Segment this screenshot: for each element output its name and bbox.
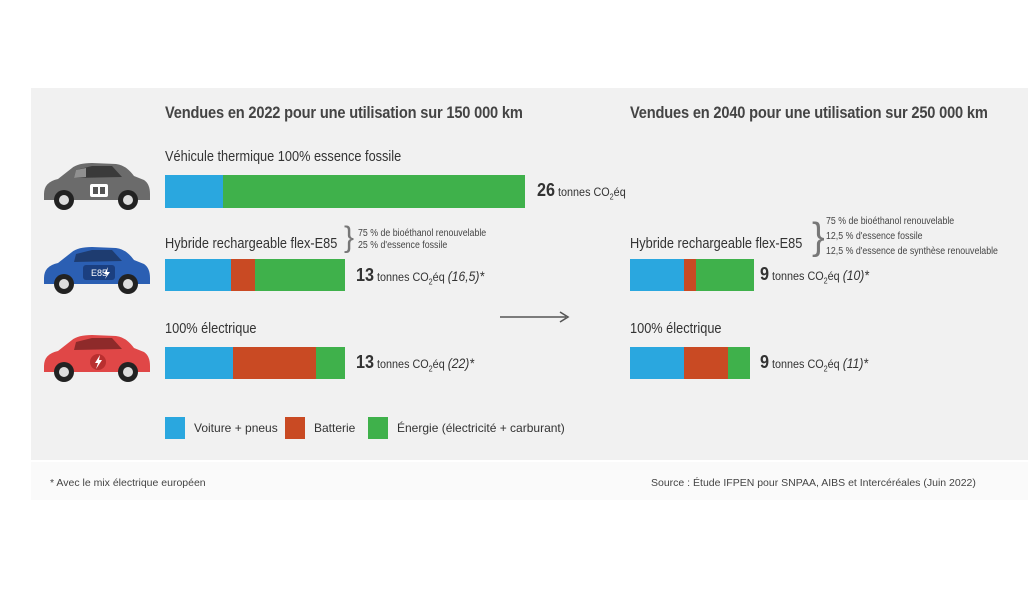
bar-segment-batterie xyxy=(684,347,728,379)
legend-label-energie: Énergie (électricité + carburant) xyxy=(397,421,565,435)
unit-sub: 2 xyxy=(823,276,828,286)
legend-voiture: Voiture + pneus xyxy=(165,417,278,439)
unit-suffix: éq xyxy=(827,269,840,283)
fuel-note-2022-bioethanol: 75 % de bioéthanol renouvelable xyxy=(358,228,487,239)
e85-badge: E85 xyxy=(91,268,107,278)
value-2040-electrique: 9 tonnes CO2éq (11)* xyxy=(760,352,868,373)
right-arrow-icon xyxy=(500,311,570,323)
unit-suffix: éq xyxy=(613,185,626,199)
fuel-note-2022-fossil: 25 % d'essence fossile xyxy=(358,240,448,251)
fuel-note-2040-bioethanol: 75 % de bioéthanol renouvelable xyxy=(826,216,955,227)
fuel-note-2040-fossil: 12,5 % d'essence fossile xyxy=(826,231,923,242)
unit-text: tonnes CO xyxy=(772,357,824,371)
legend-batterie: Batterie xyxy=(285,417,355,439)
bar-segment-voiture xyxy=(165,175,223,208)
label-hybride-2022: Hybride rechargeable flex-E85 xyxy=(165,236,338,252)
footnote: * Avec le mix électrique européen xyxy=(50,477,206,489)
unit-suffix: éq xyxy=(827,357,840,371)
brace-2022: } xyxy=(344,221,355,254)
total-2040-electrique: 9 xyxy=(760,352,770,372)
fuel-note-2022: 75 % de bioéthanol renouvelable 25 % d'e… xyxy=(358,228,486,252)
label-thermique: Véhicule thermique 100% essence fossile xyxy=(165,149,402,165)
label-electrique-2022: 100% électrique xyxy=(165,321,257,337)
note-2022-electrique: (22)* xyxy=(447,356,475,371)
bar-segment-batterie xyxy=(231,259,255,291)
total-2022-electrique: 13 xyxy=(356,352,375,372)
bar-segment-energie xyxy=(728,347,750,379)
bar-2022-thermique xyxy=(165,175,525,208)
brace-2040: } xyxy=(812,216,825,258)
value-2022-hybride: 13 tonnes CO2éq (16,5)* xyxy=(356,265,484,286)
value-2040-hybride: 9 tonnes CO2éq (10)* xyxy=(760,264,869,285)
bar-segment-energie xyxy=(223,175,525,208)
value-2022-thermique: 26 tonnes CO2éq xyxy=(537,180,626,201)
bar-segment-energie xyxy=(316,347,345,379)
legend-swatch-batterie xyxy=(285,417,305,439)
bar-segment-voiture xyxy=(165,259,231,291)
unit-suffix: éq xyxy=(432,357,445,371)
legend-swatch-voiture xyxy=(165,417,185,439)
chart-2040-title: Vendues en 2040 pour une utilisation sur… xyxy=(630,103,988,122)
label-hybride-2040: Hybride rechargeable flex-E85 xyxy=(630,236,803,252)
bar-2022-hybride xyxy=(165,259,345,291)
legend-label-batterie: Batterie xyxy=(314,421,356,435)
blue-e85-hybrid-car-icon: E85 xyxy=(44,247,150,294)
red-electric-car-icon xyxy=(44,335,150,382)
unit-sub: 2 xyxy=(823,364,828,374)
unit-suffix: éq xyxy=(432,270,445,284)
legend-energie: Énergie (électricité + carburant) xyxy=(368,417,565,439)
unit-sub: 2 xyxy=(428,364,433,374)
bar-2022-electrique xyxy=(165,347,345,379)
footer-band xyxy=(31,462,1028,500)
total-2040-hybride: 9 xyxy=(760,264,770,284)
bar-segment-batterie xyxy=(233,347,316,379)
bar-2040-electrique xyxy=(630,347,750,379)
bar-segment-energie xyxy=(696,259,754,291)
bar-segment-energie xyxy=(255,259,345,291)
unit-text: tonnes CO xyxy=(377,357,429,371)
unit-text: tonnes CO xyxy=(377,270,429,284)
unit-sub: 2 xyxy=(609,192,614,202)
total-2022-hybride: 13 xyxy=(356,265,375,285)
label-electrique-2040: 100% électrique xyxy=(630,321,722,337)
bar-segment-voiture xyxy=(630,347,684,379)
unit-sub: 2 xyxy=(428,277,433,287)
chart-2022-title: Vendues en 2022 pour une utilisation sur… xyxy=(165,103,523,122)
source: Source : Étude IFPEN pour SNPAA, AIBS et… xyxy=(651,477,976,489)
fuel-note-2040-synthetic: 12,5 % d'essence de synthèse renouvelabl… xyxy=(826,246,998,257)
bar-segment-batterie xyxy=(684,259,696,291)
fuel-note-2040: 75 % de bioéthanol renouvelable 12,5 % d… xyxy=(826,214,998,259)
legend-swatch-energie xyxy=(368,417,388,439)
unit-text: tonnes CO xyxy=(558,185,610,199)
legend-label-voiture: Voiture + pneus xyxy=(194,421,278,435)
unit-text: tonnes CO xyxy=(772,269,824,283)
note-2040-electrique: (11)* xyxy=(842,356,869,371)
value-2022-electrique: 13 tonnes CO2éq (22)* xyxy=(356,352,474,373)
bar-2040-hybride xyxy=(630,259,754,291)
bar-segment-voiture xyxy=(630,259,684,291)
note-2022-hybride: (16,5)* xyxy=(447,269,485,284)
note-2040-hybride: (10)* xyxy=(842,268,870,283)
gray-gasoline-car-icon xyxy=(44,163,150,210)
bar-segment-voiture xyxy=(165,347,233,379)
total-2022-thermique: 26 xyxy=(537,180,556,200)
